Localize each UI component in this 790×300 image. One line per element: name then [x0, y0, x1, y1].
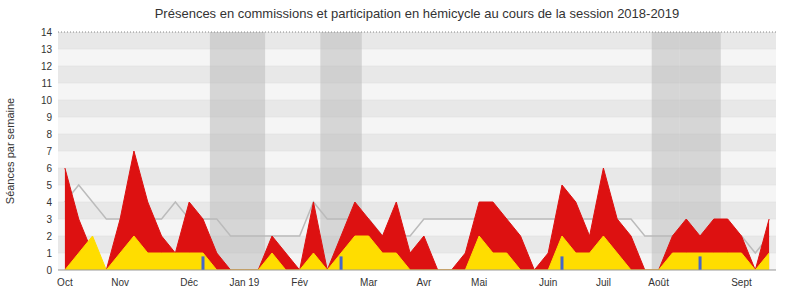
- y-tick-label: 3: [46, 214, 52, 225]
- x-tick-label: Déc: [180, 277, 198, 288]
- x-tick-label: Mar: [360, 277, 378, 288]
- x-tick-label: Juil: [596, 277, 611, 288]
- x-tick-label: Août: [648, 277, 669, 288]
- x-tick-label: Fév: [291, 277, 308, 288]
- plot-background: [58, 32, 776, 270]
- y-tick-label: 9: [46, 112, 52, 123]
- y-tick-label: 8: [46, 129, 52, 140]
- x-tick-label: Juin: [539, 277, 557, 288]
- grid-line: [58, 270, 776, 271]
- x-tick-label: Jan 19: [229, 277, 259, 288]
- x-axis-line: [58, 270, 776, 271]
- y-axis-label: Séances par semaine: [4, 98, 16, 204]
- y-tick-label: 1: [46, 248, 52, 259]
- area-fill: [65, 236, 769, 270]
- marker-bar: [560, 256, 563, 270]
- top-line: [58, 32, 776, 33]
- y-tick-label: 6: [46, 163, 52, 174]
- plot-area: [58, 32, 776, 270]
- y-tick-label: 7: [46, 146, 52, 157]
- reference-line: [65, 185, 769, 253]
- y-tick-label: 11: [42, 78, 53, 89]
- y-tick-label: 14: [41, 27, 53, 38]
- shade-region: [210, 32, 265, 270]
- x-tick-label: Nov: [111, 277, 129, 288]
- y-tick-label: 12: [41, 61, 53, 72]
- title: Présences en commissions et participatio…: [155, 6, 680, 21]
- area-fill: [65, 151, 769, 270]
- y-tick-label: 5: [46, 180, 52, 191]
- y-tick-label: 2: [46, 231, 52, 242]
- y-tick-label: 0: [46, 265, 52, 276]
- marker-bar: [340, 256, 343, 270]
- x-tick-label: Oct: [57, 277, 73, 288]
- y-tick-label: 13: [41, 44, 53, 55]
- marker-bar: [201, 256, 204, 270]
- area-edge: [65, 151, 769, 270]
- area-edge: [65, 236, 769, 270]
- x-tick-label: Mai: [471, 277, 487, 288]
- chart: Présences en commissions et participatio…: [0, 0, 790, 300]
- y-tick-label: 10: [41, 95, 53, 106]
- x-tick-label: Avr: [416, 277, 431, 288]
- x-tick-label: Sept: [731, 277, 752, 288]
- y-tick-label: 4: [46, 197, 52, 208]
- marker-bar: [699, 256, 702, 270]
